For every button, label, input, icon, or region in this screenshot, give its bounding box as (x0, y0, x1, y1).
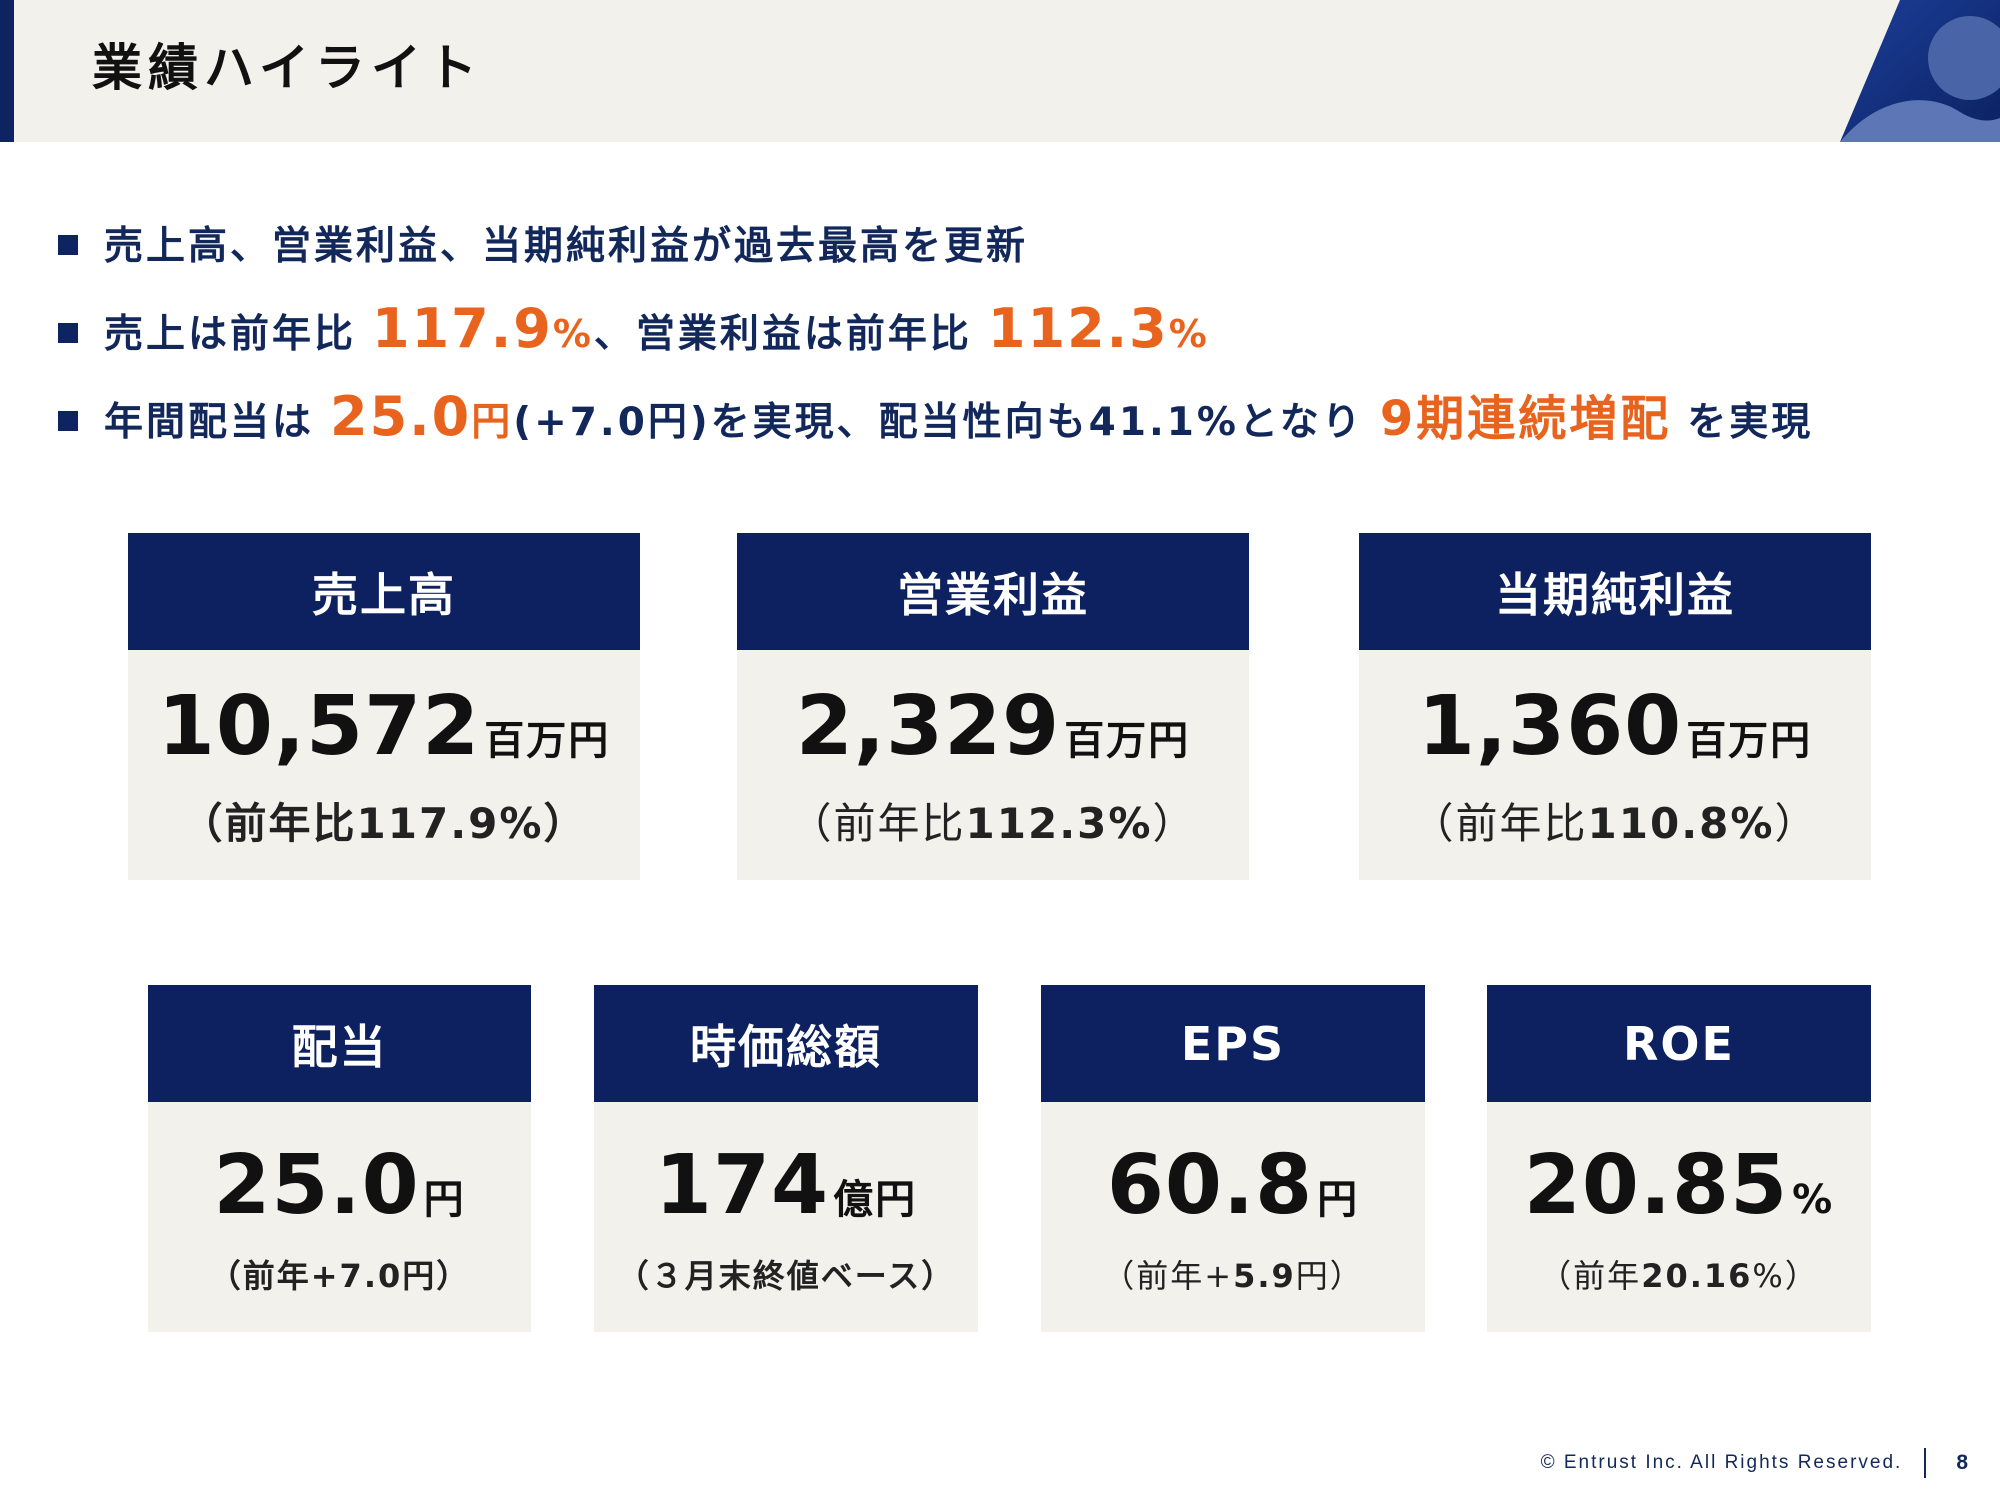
header-bar: 業績ハイライト (0, 0, 2000, 142)
bullet-dividend: 年間配当は 25.0 円 (+7.0円)を実現、配当性向も41.1%となり 9期… (58, 379, 1988, 461)
operating-growth-pct: % (1168, 312, 1210, 356)
card-body: 20.85% （前年20.16%） (1487, 1102, 1871, 1332)
card-value-line: 20.85% (1524, 1138, 1834, 1233)
card-subtext: （前年20.16%） (1539, 1256, 1819, 1295)
card-subtext: （前年+7.0円） (208, 1256, 471, 1295)
card-title: 当期純利益 (1359, 533, 1871, 650)
card-unit: 円 (423, 1176, 466, 1223)
card-unit: 百万円 (484, 718, 611, 764)
card-market-cap: 時価総額 174 億円 （３月末終値ベース） (594, 985, 978, 1332)
card-title: 売上高 (128, 533, 640, 650)
card-value: 10,572 (157, 679, 481, 774)
card-title: ROE (1487, 985, 1871, 1102)
card-body: 10,572 百万円 （前年比117.9%） (128, 650, 640, 880)
card-roe: ROE 20.85% （前年20.16%） (1487, 985, 1871, 1332)
operating-growth-value: 112.3 (987, 297, 1169, 360)
dividend-streak: 9期連続増配 (1379, 391, 1672, 447)
card-value-line: 25.0 円 (213, 1138, 465, 1233)
card-subtext: （３月末終値ベース） (616, 1256, 956, 1295)
square-bullet-icon (58, 411, 78, 431)
footer-divider (1924, 1448, 1927, 1478)
card-body: 1,360 百万円 （前年比110.8%） (1359, 650, 1871, 880)
card-body: 174 億円 （３月末終値ベース） (594, 1102, 978, 1332)
card-value: 174 (654, 1137, 830, 1233)
highlight-bullets: 売上高、営業利益、当期純利益が過去最高を更新 売上は前年比 117.9 % 、営… (58, 215, 1988, 461)
card-subtext: （前年比110.8%） (1411, 799, 1819, 848)
header-accent-bar (0, 0, 14, 142)
card-subtext: （前年比117.9%） (180, 799, 588, 848)
card-net-income: 当期純利益 1,360 百万円 （前年比110.8%） (1359, 533, 1871, 880)
dividend-value: 25.0 (330, 385, 472, 448)
card-value-line: 10,572 百万円 (158, 679, 610, 774)
bullet-record-high: 売上高、営業利益、当期純利益が過去最高を更新 (58, 215, 1988, 297)
card-title: 営業利益 (737, 533, 1249, 650)
card-unit: 百万円 (1064, 718, 1191, 764)
bullet-text: 売上高、営業利益、当期純利益が過去最高を更新 (104, 224, 1029, 269)
card-value: 25.0 (213, 1137, 420, 1233)
card-value: 2,329 (795, 679, 1061, 774)
sales-growth-value: 117.9 (372, 297, 553, 360)
bullet-middle: (+7.0円)を実現、配当性向も41.1%となり (513, 400, 1364, 445)
card-value-line: 60.8 円 (1107, 1138, 1359, 1233)
corner-logo-icon (1840, 0, 2000, 142)
bullet-growth: 売上は前年比 117.9 % 、営業利益は前年比 112.3 % (58, 297, 1988, 379)
card-value-line: 2,329 百万円 (796, 679, 1190, 774)
card-dividend: 配当 25.0 円 （前年+7.0円） (148, 985, 531, 1332)
bullet-suffix: を実現 (1687, 400, 1814, 445)
bullet-prefix: 年間配当は (104, 400, 315, 445)
card-subtext: （前年+5.9円） (1102, 1256, 1364, 1295)
page-number: 8 (1956, 1451, 1968, 1474)
card-value-line: 1,360 百万円 (1418, 679, 1812, 774)
card-subtext: （前年比112.3%） (789, 799, 1197, 848)
card-unit: % (1792, 1176, 1835, 1223)
sales-growth-pct: % (552, 312, 594, 356)
card-eps: EPS 60.8 円 （前年+5.9円） (1041, 985, 1425, 1332)
card-title: EPS (1041, 985, 1425, 1102)
square-bullet-icon (58, 235, 78, 255)
card-value-line: 174 億円 (655, 1138, 917, 1233)
card-operating-profit: 営業利益 2,329 百万円 （前年比112.3%） (737, 533, 1249, 880)
card-unit: 円 (1317, 1176, 1360, 1223)
card-value: 20.85 (1523, 1137, 1789, 1233)
card-sales: 売上高 10,572 百万円 （前年比117.9%） (128, 533, 640, 880)
card-body: 25.0 円 （前年+7.0円） (148, 1102, 531, 1332)
card-unit: 百万円 (1686, 718, 1813, 764)
copyright-text: © Entrust Inc. All Rights Reserved. (1540, 1452, 1903, 1473)
card-value: 1,360 (1417, 679, 1683, 774)
square-bullet-icon (58, 323, 78, 343)
card-value: 60.8 (1106, 1137, 1314, 1233)
card-title: 配当 (148, 985, 531, 1102)
dividend-unit: 円 (471, 400, 514, 445)
card-unit: 億円 (833, 1176, 918, 1223)
bullet-middle: 、営業利益は前年比 (593, 312, 972, 357)
bullet-prefix: 売上は前年比 (104, 312, 357, 357)
card-title: 時価総額 (594, 985, 978, 1102)
page-title: 業績ハイライト (92, 39, 483, 97)
card-body: 2,329 百万円 （前年比112.3%） (737, 650, 1249, 880)
card-body: 60.8 円 （前年+5.9円） (1041, 1102, 1425, 1332)
footer: © Entrust Inc. All Rights Reserved. 8 (1541, 1448, 1968, 1478)
